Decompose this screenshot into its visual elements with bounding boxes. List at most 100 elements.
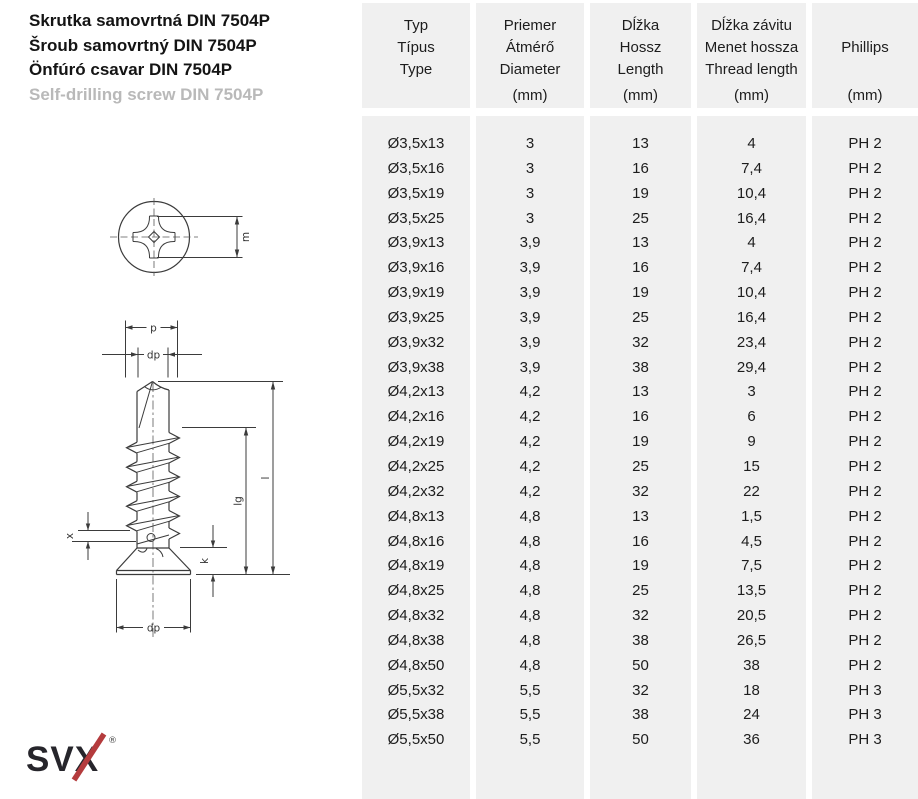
table-cell: PH 2 — [848, 159, 882, 177]
label-x: x — [64, 533, 76, 539]
header-line: Phillips — [841, 39, 889, 56]
dimension-lg: lg — [182, 427, 290, 575]
table-cell: Ø3,5x13 — [387, 135, 445, 152]
table-cell: PH 2 — [848, 383, 882, 401]
header-line: Átmérő — [505, 39, 555, 56]
table-cell: PH 2 — [848, 234, 882, 252]
table-cell: 25 — [632, 209, 649, 227]
table-cell: Ø4,8x50 — [387, 656, 445, 674]
table-cell: Ø4,2x25 — [387, 457, 445, 475]
table-cell: 10,4 — [736, 284, 767, 302]
table-cell: 4,2 — [519, 408, 541, 426]
header-line: Thread length — [705, 61, 798, 78]
table-cell: 7,4 — [741, 159, 762, 177]
table-cell: 19 — [632, 557, 649, 575]
label-k: k — [199, 557, 211, 564]
table-cell: 3,9 — [519, 308, 541, 326]
table-cell: Ø3,9x32 — [387, 333, 445, 351]
table-cell: Ø5,5x50 — [387, 731, 445, 749]
title-sk: Skrutka samovrtná DIN 7504P — [29, 11, 270, 30]
table-cell: 4,8 — [519, 631, 541, 649]
table-cell: 23,4 — [736, 333, 767, 351]
table-cell: 4,8 — [519, 582, 541, 600]
table-cell: 4,2 — [519, 433, 541, 451]
drill-point — [136, 380, 170, 429]
header-line: Menet hossza — [704, 39, 799, 56]
table-cell: 6 — [747, 408, 756, 426]
table-cell: 38 — [632, 706, 649, 724]
table-cell: 4,8 — [519, 607, 541, 625]
table-cell: Ø3,9x19 — [387, 284, 445, 302]
table-cell: 4,8 — [519, 507, 541, 525]
table-cell: Ø4,8x38 — [387, 631, 445, 649]
header-line: Type — [399, 61, 433, 78]
header-line: Typ — [403, 17, 429, 34]
header-line: Dĺžka závitu — [711, 17, 792, 34]
table-cell: 13 — [632, 507, 649, 525]
table-cell: 13,5 — [736, 582, 767, 600]
table-cell: 16 — [632, 408, 649, 426]
table-cell: PH 2 — [848, 259, 882, 277]
table-cell: 25 — [632, 582, 649, 600]
header-line: (mm) — [734, 87, 769, 104]
title-cz: Šroub samovrtný DIN 7504P — [29, 35, 257, 55]
label-dp: dp — [147, 350, 161, 362]
dimension-p: p — [125, 320, 178, 378]
table-cell: 16 — [632, 532, 649, 550]
table-body: Ø3,5x13 Ø3,5x16 Ø3,5x19 Ø3,5x25 Ø3,9x13 Ø3,9x… — [362, 116, 918, 799]
table-cell: PH 2 — [848, 135, 882, 152]
table-cell: 3,9 — [519, 358, 541, 376]
screw-technical-drawing: m p — [64, 198, 290, 637]
logo-red-slash — [71, 732, 107, 782]
table-cell: 13 — [632, 135, 649, 152]
label-m: m — [240, 232, 252, 242]
table-cell: 3,9 — [519, 333, 541, 351]
table-cell: 36 — [743, 731, 760, 749]
table-cell: 32 — [632, 333, 649, 351]
header-line: Hossz — [619, 39, 662, 56]
table-cell: PH 2 — [848, 607, 882, 625]
table-cell: 16,4 — [736, 308, 767, 326]
header-line: Priemer — [503, 17, 557, 34]
table-cell: Ø3,9x16 — [387, 259, 445, 277]
dimension-x: x — [64, 512, 136, 560]
title-hu: Önfúró csavar DIN 7504P — [29, 60, 233, 79]
table-cell: PH 2 — [848, 308, 882, 326]
table-cell: Ø3,9x25 — [387, 308, 445, 326]
table-cell: 3 — [747, 383, 756, 401]
table-cell: 4 — [747, 234, 756, 252]
header-line — [812, 15, 918, 37]
table-cell: Ø4,8x16 — [387, 532, 445, 550]
body-col-thread-length: 4 7,4 10,4 16,4 4 7,4 10,4 16,4 23,4 29,4 3 6 9 15 22 1… — [697, 116, 806, 799]
phillips-cross-icon — [132, 215, 176, 259]
body-col-phillips: PH 2 PH 2 PH 2 PH 2 PH 2 PH 2 PH 2 PH 2 PH 2 PH 2… — [812, 116, 918, 799]
thread-zigzag — [125, 428, 181, 548]
table-cell: 10,4 — [736, 184, 767, 202]
countersunk-head — [115, 547, 192, 576]
table-cell: Ø4,2x16 — [387, 408, 445, 426]
table-cell: PH 3 — [848, 706, 882, 724]
svx-logo: SVX ® — [26, 731, 156, 789]
table-cell: PH 2 — [848, 209, 882, 227]
table-cell: Ø3,5x19 — [387, 184, 445, 202]
header-line: Length — [617, 61, 664, 78]
label-p: p — [150, 323, 157, 335]
table-cell: 3,9 — [519, 234, 541, 252]
table-cell: Ø3,5x16 — [387, 159, 445, 177]
table-cell: PH 2 — [848, 457, 882, 475]
table-cell: 3 — [525, 209, 535, 227]
table-cell: 5,5 — [519, 731, 541, 749]
header-line: Dĺžka — [621, 17, 660, 34]
table-header: Typ Típus Type Priemer Átmérő Diameter (mm) D… — [362, 3, 918, 108]
header-col-thread-length: Dĺžka závitu Menet hossza Thread length (mm… — [697, 3, 806, 108]
table-cell: 7,4 — [741, 259, 762, 277]
table-cell: Ø4,8x25 — [387, 582, 445, 600]
table-cell: 38 — [743, 656, 760, 674]
table-cell: Ø5,5x32 — [387, 681, 445, 699]
header-col-length: Dĺžka Hossz Length (mm) — [590, 3, 691, 108]
table-cell: 3 — [525, 159, 535, 177]
body-col-length: 13 16 19 25 13 16 19 25 32 38 13 16 19 25 32 13 16 19 25 32… — [590, 116, 691, 799]
table-cell: PH 2 — [848, 507, 882, 525]
table-cell: 9 — [747, 433, 756, 451]
table-cell: PH 3 — [848, 731, 882, 749]
